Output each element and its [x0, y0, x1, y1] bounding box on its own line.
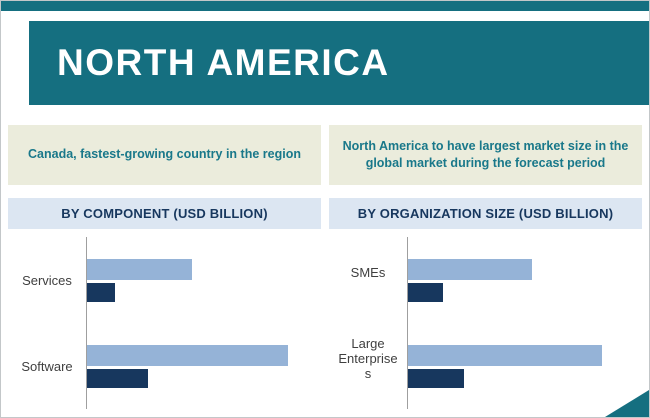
- bar-services-light: [87, 258, 193, 280]
- highlight-notes-row: Canada, fastest-growing country in the r…: [8, 125, 642, 185]
- category-label-services: Services: [22, 272, 72, 288]
- section-header-by-component: BY COMPONENT (USD BILLION): [8, 198, 321, 229]
- bar-services-dark: [87, 282, 116, 302]
- bar-group-services: [87, 258, 321, 302]
- page-title: NORTH AMERICA: [57, 42, 390, 83]
- bar-large-enterprises-dark: [408, 368, 465, 388]
- category-label-software: Software: [21, 358, 73, 374]
- bar-software-light: [87, 344, 289, 366]
- category-label-large-enterprises: Large Enterprises: [338, 336, 398, 381]
- bar-smes-light: [408, 258, 533, 280]
- note-left: Canada, fastest-growing country in the r…: [8, 125, 321, 185]
- category-axis-organization: SMEs Large Enterprises: [329, 237, 407, 409]
- plot-area-organization: [407, 237, 642, 409]
- note-right: North America to have largest market siz…: [329, 125, 642, 185]
- bar-smes-dark: [408, 282, 444, 302]
- section-header-by-organization-size: BY ORGANIZATION SIZE (USD BILLION): [329, 198, 642, 229]
- charts-row: Services Software SMEs Large Enterprises: [8, 237, 642, 409]
- bar-group-software: [87, 344, 321, 388]
- chart-by-organization-size: SMEs Large Enterprises: [329, 237, 642, 409]
- category-axis-component: Services Software: [8, 237, 86, 409]
- plot-area-component: [86, 237, 321, 409]
- bar-group-large-enterprises: [408, 344, 642, 388]
- chart-by-component: Services Software: [8, 237, 321, 409]
- bar-software-dark: [87, 368, 148, 388]
- category-label-smes: SMEs: [350, 265, 386, 280]
- bar-large-enterprises-light: [408, 344, 603, 366]
- bar-group-smes: [408, 258, 642, 302]
- title-banner: NORTH AMERICA: [29, 21, 649, 105]
- section-headers-row: BY COMPONENT (USD BILLION) BY ORGANIZATI…: [8, 198, 642, 229]
- top-accent-strip: [1, 1, 649, 11]
